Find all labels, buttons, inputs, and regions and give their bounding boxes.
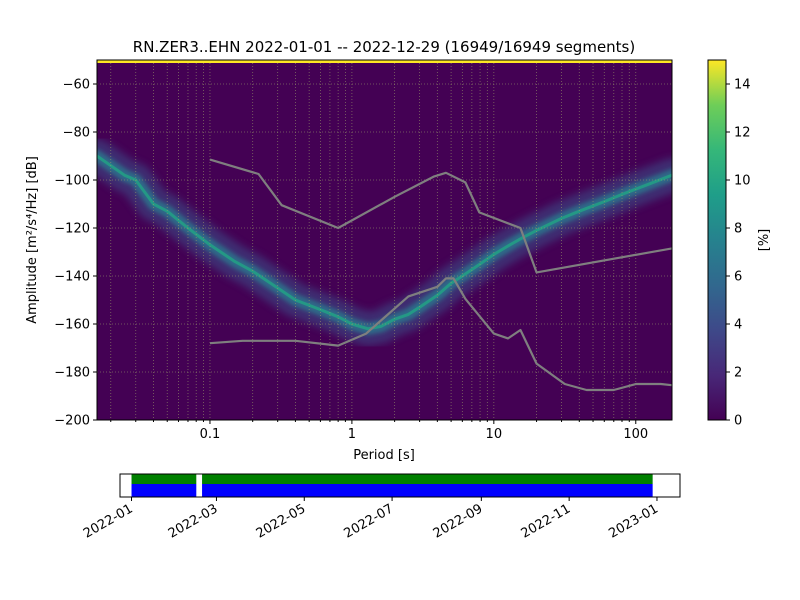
x-tick-label: 0.1 [200,427,221,442]
plot-frame [96,59,673,421]
colorbar-ticks: 0 2 4 6 8 10 12 14 [726,78,751,429]
psd-heatmap-plot: 0.1 1 10 100 −60 −80 −100 −120 −140 −160 −180 −200 [54,59,673,442]
high-noise-model-line [209,158,672,274]
coverage-bar-top [131,474,197,484]
coverage-bar-bottom [131,484,197,497]
timeline-tick-label: 2022-09 [431,501,486,541]
timeline-tick-label: 2022-11 [519,501,574,541]
x-axis-label: Period [s] [353,448,415,463]
y-tick-label: −60 [63,78,90,93]
colorbar-tick-label: 10 [734,174,751,189]
y-tick-label: −100 [54,174,90,189]
timeline-tick-label: 2022-03 [166,501,221,541]
colorbar-tick-label: 0 [734,414,742,429]
x-tick-label: 100 [623,427,648,442]
noise-model-curves [209,158,672,392]
timeline-ticks: 2022-01 2022-03 2022-05 2022-07 2022-09 2022-… [81,497,661,542]
coverage-bar-top [202,474,653,484]
y-tick-label: −120 [54,222,90,237]
y-tick-label: −140 [54,270,90,285]
coverage-bar-bottom [202,484,653,497]
density-layer [97,139,672,346]
y-axis-label: Amplitude [m²/s⁴/Hz] [dB] [25,156,40,324]
timeline-tick-label: 2022-07 [342,501,397,541]
colorbar-tick-label: 12 [734,126,751,141]
colorbar-tick-label: 14 [734,78,751,93]
y-tick-label: −160 [54,318,90,333]
y-axis-ticks: −60 −80 −100 −120 −140 −160 −180 −200 [54,78,97,429]
timeline-tick-label: 2022-05 [254,501,309,541]
y-tick-label: −80 [63,126,90,141]
y-tick-label: −180 [54,366,90,381]
grid-lines [97,60,672,420]
x-tick-label: 10 [486,427,503,442]
colorbar-tick-label: 2 [734,366,742,381]
y-tick-label: −200 [54,414,90,429]
colorbar-label: [%] [757,229,772,252]
colorbar: 0 2 4 6 8 10 12 14 [%] [707,59,772,429]
x-axis-ticks: 0.1 1 10 100 [110,420,648,442]
coverage-bars [131,474,653,497]
x-tick-label: 1 [348,427,356,442]
colorbar-tick-label: 6 [734,270,742,285]
colorbar-tick-label: 4 [734,318,742,333]
data-coverage-timeline: 2022-01 2022-03 2022-05 2022-07 2022-09 2022-… [81,473,681,542]
timeline-tick-label: 2023-01 [606,501,661,541]
max-value-strip [97,60,672,63]
colorbar-gradient [707,59,727,421]
timeline-tick-label: 2022-01 [81,501,136,541]
density-band-core [97,154,672,331]
chart-title: RN.ZER3..EHN 2022-01-01 -- 2022-12-29 (1… [133,38,635,56]
timeline-frame [119,473,681,498]
colorbar-tick-label: 8 [734,222,742,237]
low-noise-model-line [209,277,672,392]
